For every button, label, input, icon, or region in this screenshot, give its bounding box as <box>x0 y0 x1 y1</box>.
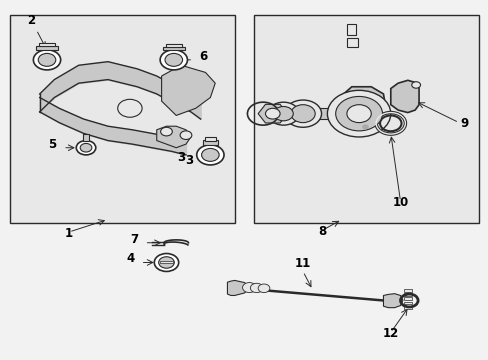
Circle shape <box>118 99 142 117</box>
Circle shape <box>180 131 191 139</box>
Bar <box>403 293 411 296</box>
Circle shape <box>33 50 61 70</box>
Circle shape <box>76 140 96 155</box>
Circle shape <box>290 105 315 123</box>
FancyBboxPatch shape <box>10 15 234 223</box>
Circle shape <box>242 283 256 293</box>
Bar <box>346 38 357 47</box>
Text: 3: 3 <box>177 151 184 164</box>
Circle shape <box>284 100 321 127</box>
Bar <box>403 297 411 300</box>
Polygon shape <box>383 294 402 308</box>
Circle shape <box>250 283 263 293</box>
Bar <box>39 43 55 46</box>
Bar <box>163 46 184 50</box>
Text: 2: 2 <box>27 14 45 47</box>
Bar <box>36 46 58 50</box>
Bar <box>346 24 355 35</box>
Circle shape <box>258 284 269 293</box>
Circle shape <box>327 90 390 137</box>
Circle shape <box>346 105 370 123</box>
Bar <box>159 261 173 263</box>
Circle shape <box>411 82 420 88</box>
Polygon shape <box>390 80 418 113</box>
Bar <box>403 302 411 305</box>
Circle shape <box>164 53 182 66</box>
Text: 5: 5 <box>48 138 57 151</box>
Text: 10: 10 <box>391 196 408 209</box>
Circle shape <box>196 145 224 165</box>
Polygon shape <box>161 65 215 116</box>
Circle shape <box>335 96 382 131</box>
Circle shape <box>160 127 172 136</box>
Text: 9: 9 <box>460 117 468 130</box>
Bar <box>204 137 216 140</box>
Polygon shape <box>331 87 385 130</box>
Text: 8: 8 <box>318 225 326 238</box>
Text: 4: 4 <box>126 252 134 265</box>
Polygon shape <box>157 126 190 148</box>
Bar <box>293 108 334 119</box>
Circle shape <box>158 257 174 268</box>
Bar <box>403 289 411 292</box>
Circle shape <box>38 53 56 66</box>
Circle shape <box>362 125 367 129</box>
Bar <box>82 134 89 140</box>
Polygon shape <box>258 104 287 123</box>
Text: 7: 7 <box>130 233 138 246</box>
Bar <box>202 140 218 145</box>
Bar <box>403 306 411 309</box>
Text: 3: 3 <box>185 154 206 167</box>
Text: 11: 11 <box>294 257 310 270</box>
Circle shape <box>80 143 92 152</box>
Circle shape <box>201 148 219 161</box>
Polygon shape <box>227 280 250 296</box>
Text: 12: 12 <box>382 327 398 340</box>
Bar <box>165 44 181 46</box>
Circle shape <box>154 253 178 271</box>
Circle shape <box>160 50 187 70</box>
Text: 6: 6 <box>199 50 207 63</box>
Circle shape <box>273 107 293 121</box>
FancyBboxPatch shape <box>254 15 478 223</box>
Circle shape <box>265 108 280 119</box>
Circle shape <box>267 102 299 125</box>
Text: 1: 1 <box>65 228 73 240</box>
